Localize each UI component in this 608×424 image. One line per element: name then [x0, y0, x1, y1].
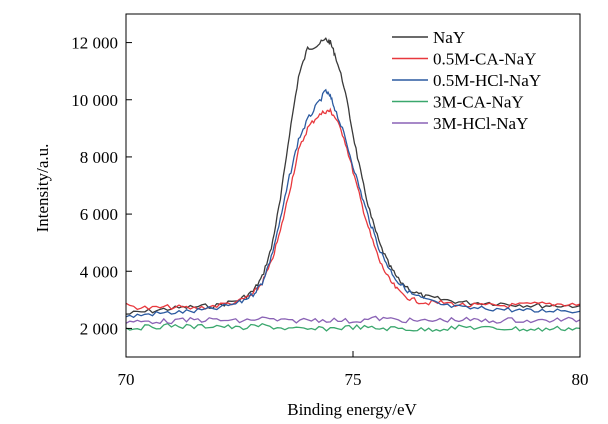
y-tick-label: 4 000 — [80, 262, 118, 281]
legend-label: 0.5M-CA-NaY — [433, 50, 536, 69]
plot-area — [125, 37, 581, 333]
y-axis-label: Intensity/a.u. — [33, 144, 52, 233]
legend: NaY 0.5M-CA-NaY 0.5M-HCl-NaY 3M-CA-NaY 3M-HC… — [392, 28, 541, 133]
y-tick-label: 10 000 — [71, 91, 118, 110]
series-line-4 — [125, 315, 581, 325]
y-tick-label: 2 000 — [80, 319, 118, 338]
series-line-3 — [125, 322, 581, 333]
legend-label: NaY — [433, 28, 465, 47]
series-line-0 — [125, 37, 581, 315]
x-tick-label: 75 — [345, 370, 362, 389]
legend-label: 0.5M-HCl-NaY — [433, 71, 541, 90]
series-line-2 — [125, 88, 581, 319]
x-tick-label: 80 — [572, 370, 589, 389]
series-line-1 — [125, 107, 581, 311]
legend-label: 3M-HCl-NaY — [433, 114, 528, 133]
y-tick-label: 6 000 — [80, 205, 118, 224]
x-tick-label: 70 — [118, 370, 135, 389]
x-axis-label: Binding energy/eV — [287, 400, 417, 419]
legend-label: 3M-CA-NaY — [433, 93, 524, 112]
y-tick-label: 8 000 — [80, 148, 118, 167]
axes: 2 000 4 000 6 000 8 000 10 000 12 000 70 75 80 — [71, 13, 589, 389]
y-tick-label: 12 000 — [71, 34, 118, 53]
